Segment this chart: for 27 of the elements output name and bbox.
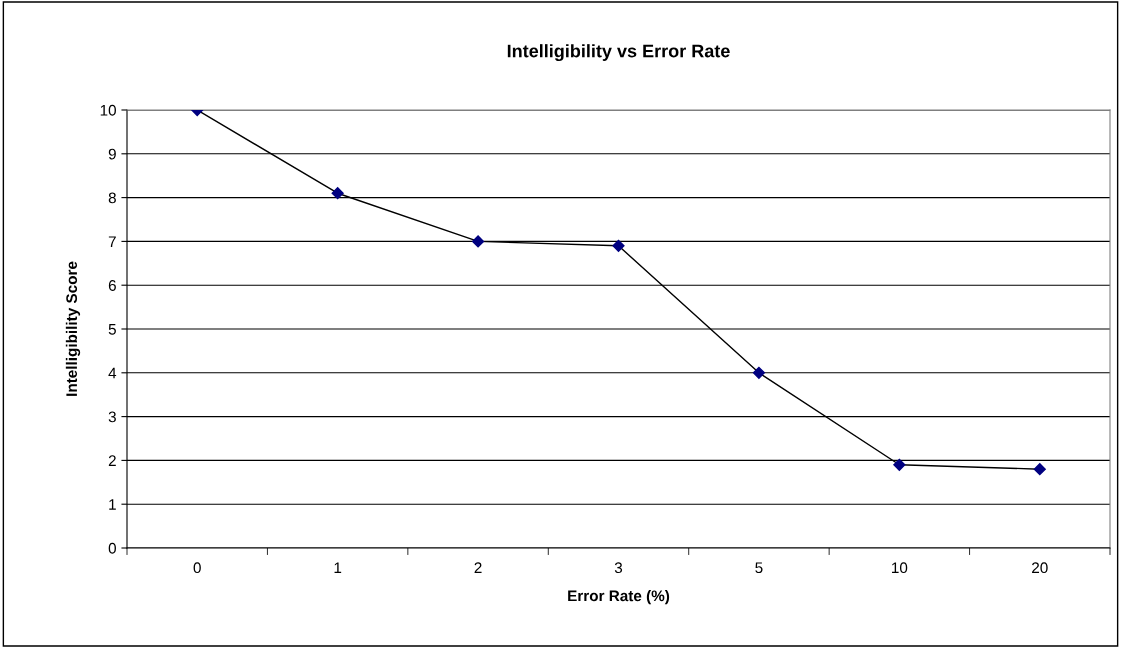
x-tick-label: 5: [755, 562, 763, 574]
point: [471, 235, 485, 248]
point: [752, 366, 766, 379]
x-axis-title: Error Rate (%): [568, 590, 670, 605]
y-tick-label: 6: [108, 280, 116, 291]
y-tick-label: 7: [108, 236, 116, 247]
chart-title: Intelligibility vs Error Rate: [507, 44, 730, 62]
x-tick-label: 0: [193, 562, 201, 574]
y-tick-label: 8: [108, 192, 116, 204]
y-tick-label: 2: [108, 455, 116, 466]
x-tick-label: 10: [892, 562, 908, 574]
point: [893, 458, 906, 471]
y-tick-label: 1: [109, 499, 116, 510]
point: [331, 187, 344, 200]
y-tick-label: 9: [108, 148, 116, 160]
x-tick-label: 20: [1032, 562, 1048, 574]
y-tick-label: 4: [108, 367, 117, 379]
y-tick-label: 3: [108, 411, 116, 423]
point: [612, 239, 625, 252]
x-tick-label: 2: [474, 562, 482, 573]
y-tick-label: 0: [108, 542, 116, 554]
y-axis-title: Intelligibility Score: [65, 261, 81, 396]
point: [1033, 463, 1046, 476]
y-tick-label: 5: [108, 324, 116, 335]
y-tick-label: 10: [100, 104, 116, 116]
x-tick-label: 3: [614, 562, 623, 574]
x-tick-label: 1: [334, 562, 342, 573]
